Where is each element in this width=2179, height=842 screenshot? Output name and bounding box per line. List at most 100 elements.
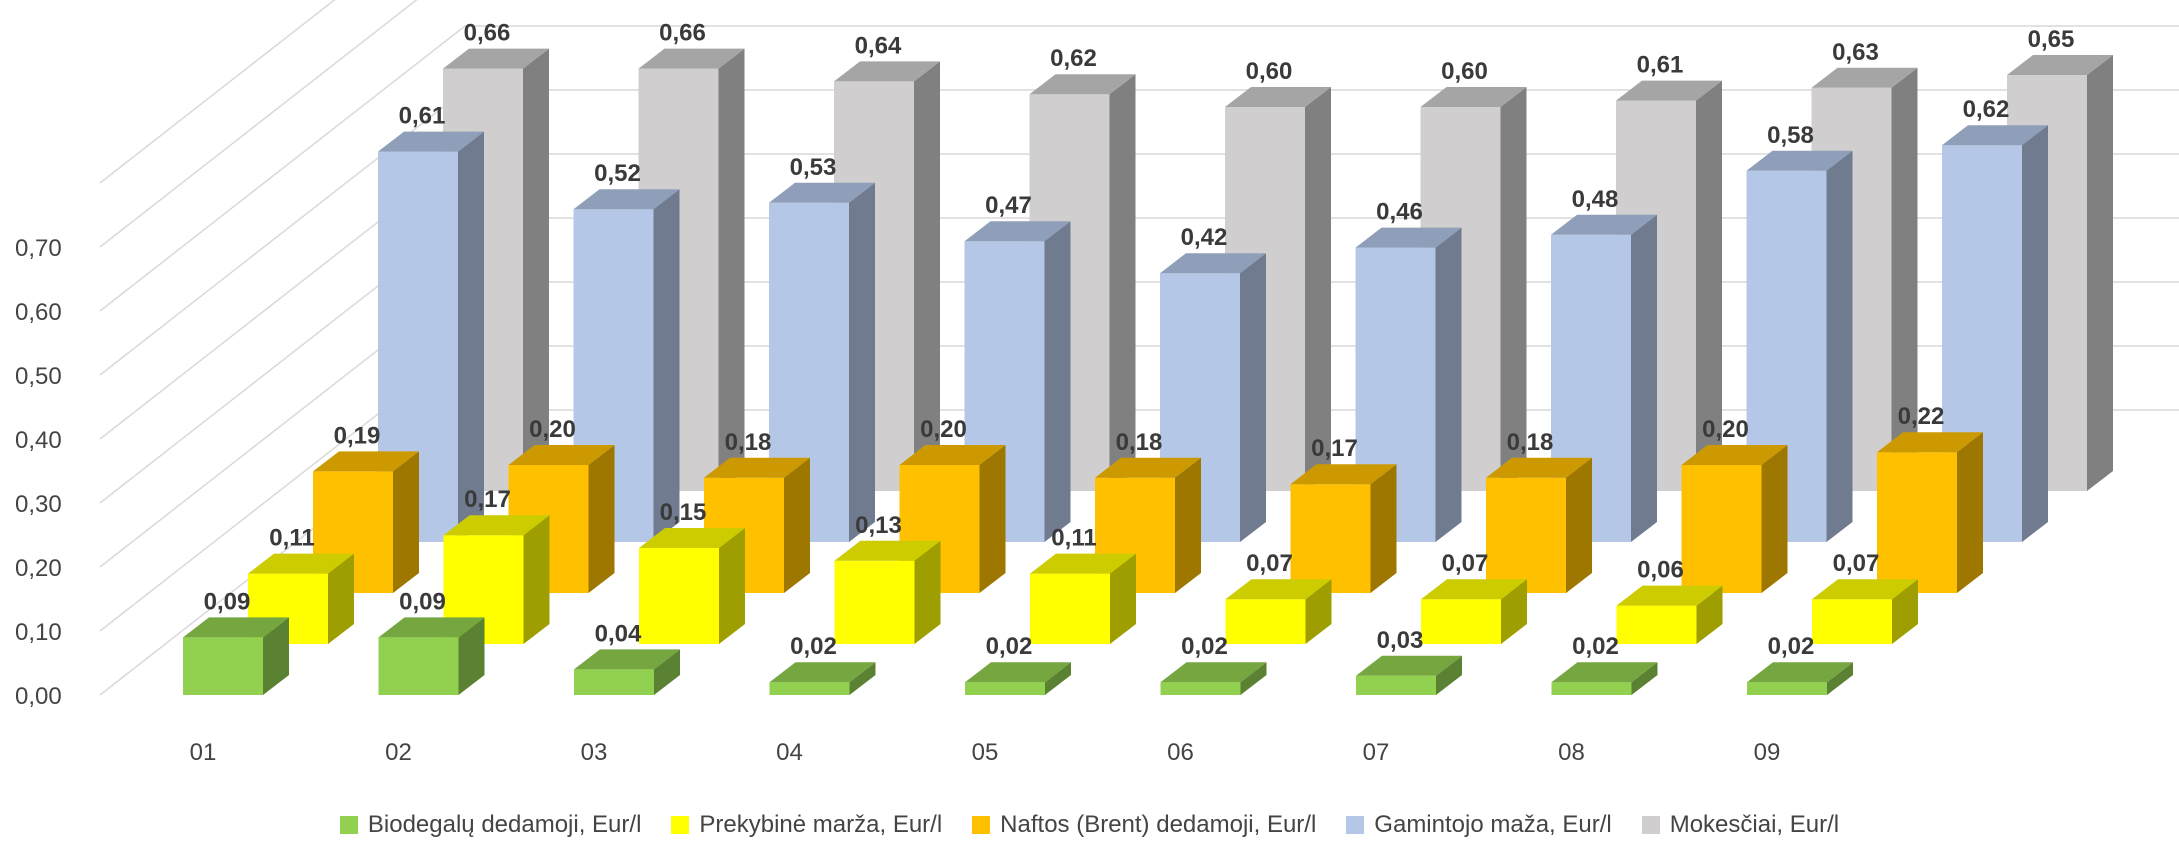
bar-front xyxy=(1030,573,1110,644)
legend-item-biodegalu: Biodegalų dedamoji, Eur/l xyxy=(339,811,642,839)
data-label: 0,15 xyxy=(660,499,707,526)
bar-side xyxy=(849,662,876,695)
bar xyxy=(1225,579,1332,644)
bar-front xyxy=(183,637,263,695)
bar-front xyxy=(639,548,719,644)
bar-top xyxy=(443,48,549,69)
bar xyxy=(1551,214,1657,543)
bar xyxy=(183,617,289,695)
bar xyxy=(1486,457,1592,593)
data-label: 0,02 xyxy=(1181,633,1228,660)
bar-top xyxy=(638,48,745,69)
bar-side xyxy=(328,553,354,644)
data-label: 0,66 xyxy=(659,20,706,47)
bar xyxy=(965,662,1071,695)
y-tick-label: 0,70 xyxy=(15,235,62,262)
bar xyxy=(248,553,354,644)
bar xyxy=(1942,125,2048,542)
bar-side xyxy=(1696,585,1723,644)
bar xyxy=(834,540,941,644)
data-label: 0,02 xyxy=(986,633,1033,660)
bar-front xyxy=(1160,682,1241,695)
bar xyxy=(1160,662,1267,695)
bar-front xyxy=(965,682,1045,695)
bar-side xyxy=(1631,662,1658,695)
bar xyxy=(574,649,680,695)
data-label: 0,02 xyxy=(1768,633,1815,660)
bar-front xyxy=(1616,605,1697,644)
bar-top xyxy=(1356,655,1462,676)
bar-top xyxy=(1746,150,1853,171)
bar-side xyxy=(393,451,419,593)
bar-front xyxy=(834,560,915,644)
data-label: 0,61 xyxy=(1637,52,1684,79)
y-tick-label: 0,10 xyxy=(15,619,62,646)
bar-side xyxy=(784,457,810,593)
bar xyxy=(1877,432,1983,593)
bar-top xyxy=(573,189,680,210)
legend-swatch xyxy=(1641,816,1660,834)
bar-top xyxy=(2007,55,2113,75)
bar-side xyxy=(1045,662,1071,695)
bar xyxy=(769,662,876,695)
bar-top xyxy=(1030,553,1136,574)
bar-top xyxy=(1811,67,1918,88)
series-3: 0,61 0,52 0,53 0,47 0,42 0,46 0,48 0,58 0,62 xyxy=(378,96,2048,543)
bar-top xyxy=(378,617,485,638)
bar xyxy=(378,617,485,695)
bar-side xyxy=(1305,579,1332,644)
bar xyxy=(1616,585,1723,644)
data-label: 0,60 xyxy=(1246,58,1293,85)
data-label: 0,18 xyxy=(1507,429,1554,456)
bar-side xyxy=(1761,445,1788,593)
data-label: 0,42 xyxy=(1181,224,1228,251)
data-label: 0,19 xyxy=(334,422,381,449)
data-label: 0,20 xyxy=(1702,416,1749,443)
data-label: 0,09 xyxy=(204,588,251,615)
legend-label: Prekybinė marža, Eur/l xyxy=(699,811,943,838)
bar-top xyxy=(1160,662,1267,683)
data-label: 0,07 xyxy=(1833,550,1880,577)
bar-side xyxy=(914,540,941,644)
data-label: 0,04 xyxy=(595,620,642,647)
bar-side xyxy=(979,445,1006,593)
bar-top xyxy=(1420,87,1527,107)
bar-top xyxy=(1747,662,1853,683)
bar xyxy=(899,445,1006,593)
bar-front xyxy=(1486,477,1566,593)
y-tick-label: 0,50 xyxy=(15,363,62,390)
bar-side xyxy=(588,445,615,593)
bar-top xyxy=(769,662,876,683)
data-label: 0,13 xyxy=(855,512,902,539)
series-1: 0,11 0,17 0,15 0,13 0,11 0,07 0,07 0,06 0,07 xyxy=(248,486,1918,644)
y-tick-label: 0,30 xyxy=(15,491,62,518)
bar-top xyxy=(378,131,484,152)
data-label: 0,18 xyxy=(725,429,772,456)
bar-side xyxy=(1957,432,1983,593)
y-tick-label: 0,40 xyxy=(15,427,62,454)
bar-top xyxy=(704,457,810,478)
data-label: 0,63 xyxy=(1832,39,1879,66)
data-label: 0,66 xyxy=(464,20,511,47)
data-label: 0,60 xyxy=(1441,58,1488,85)
series-0: 0,09 0,09 0,04 0,02 0,02 0,02 0,03 0,02 0,02 xyxy=(183,588,1853,695)
bar-front xyxy=(1877,452,1957,593)
legend-label: Gamintojo maža, Eur/l xyxy=(1374,811,1612,838)
bar-top xyxy=(965,662,1071,683)
bar-top xyxy=(899,445,1006,465)
bar xyxy=(1812,579,1918,644)
bar-side xyxy=(523,515,550,644)
bar-side xyxy=(1370,464,1397,593)
bar-side xyxy=(1827,662,1853,695)
y-tick-label: 0,00 xyxy=(15,683,62,710)
bar-front xyxy=(1551,682,1632,695)
bar-top xyxy=(1551,662,1658,683)
legend-label: Biodegalų dedamoji, Eur/l xyxy=(367,811,642,838)
x-tick-label: 05 xyxy=(972,739,999,766)
bar xyxy=(769,182,875,543)
data-label: 0,07 xyxy=(1442,550,1489,577)
bar-top xyxy=(1616,585,1723,606)
bar-side xyxy=(849,182,875,543)
bar-top xyxy=(964,221,1071,242)
